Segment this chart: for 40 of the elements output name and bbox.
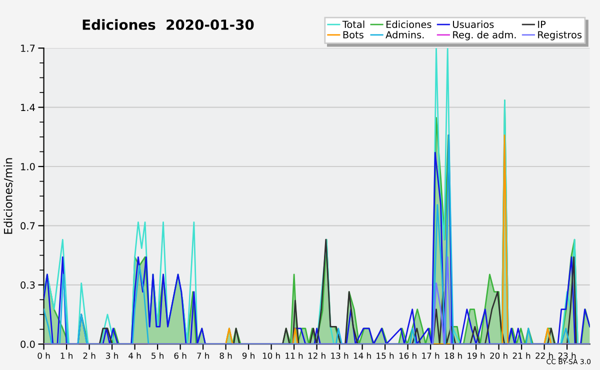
x-tick-label: 6 h: [174, 352, 186, 359]
x-tick-label: 9 h: [242, 352, 254, 359]
x-tick-label: 7 h: [197, 352, 209, 359]
y-tick-label: 1.4: [21, 104, 35, 111]
y-tick-label: 0.3: [20, 281, 35, 289]
x-tick-label: 5 h: [152, 352, 164, 359]
x-tick-label: 11 h: [286, 352, 303, 359]
x-tick-label: 12 h: [308, 352, 326, 359]
x-tick-label: 22 h: [536, 352, 553, 359]
x-tick-label: 13 h: [331, 352, 348, 359]
x-tick-label: 3 h: [106, 352, 118, 359]
chart-title: Ediciones 2020-01-30: [82, 19, 254, 30]
legend-label: Total: [342, 20, 364, 28]
x-tick-label: 17 h: [422, 352, 440, 359]
legend-label: IP: [538, 20, 546, 28]
x-tick-label: 14 h: [354, 352, 371, 359]
x-tick-label: 16 h: [399, 352, 416, 359]
x-tick-label: 1 h: [60, 352, 72, 359]
y-axis-title: Ediciones/min: [4, 158, 14, 234]
x-tick-label: 15 h: [376, 352, 394, 359]
y-tick-label: 0.7: [20, 222, 35, 230]
x-tick-label: 4 h: [128, 352, 141, 359]
legend-label: Usuarios: [453, 20, 494, 28]
x-tick-label: 10 h: [262, 352, 280, 359]
x-tick-label: 21 h: [512, 352, 530, 359]
legend-label: Reg. de adm.: [453, 30, 516, 40]
x-tick-label: 2 h: [83, 352, 96, 359]
legend-label: Registros: [538, 30, 582, 40]
x-tick-label: 0 h: [38, 352, 50, 359]
x-tick-label: 20 h: [490, 352, 508, 359]
y-tick-label: 1.0: [21, 162, 35, 170]
legend-label: Admins.: [386, 30, 424, 38]
legend-label: Bots: [343, 31, 364, 38]
legend-label: Ediciones: [386, 20, 432, 28]
y-tick-label: 0.0: [20, 340, 35, 348]
x-tick-label: 18 h: [444, 352, 462, 359]
x-tick-label: 23 h: [558, 352, 576, 359]
x-tick-label: 19 h: [468, 352, 485, 359]
y-tick-label: 1.7: [21, 44, 35, 52]
x-tick-label: 8 h: [220, 352, 232, 359]
